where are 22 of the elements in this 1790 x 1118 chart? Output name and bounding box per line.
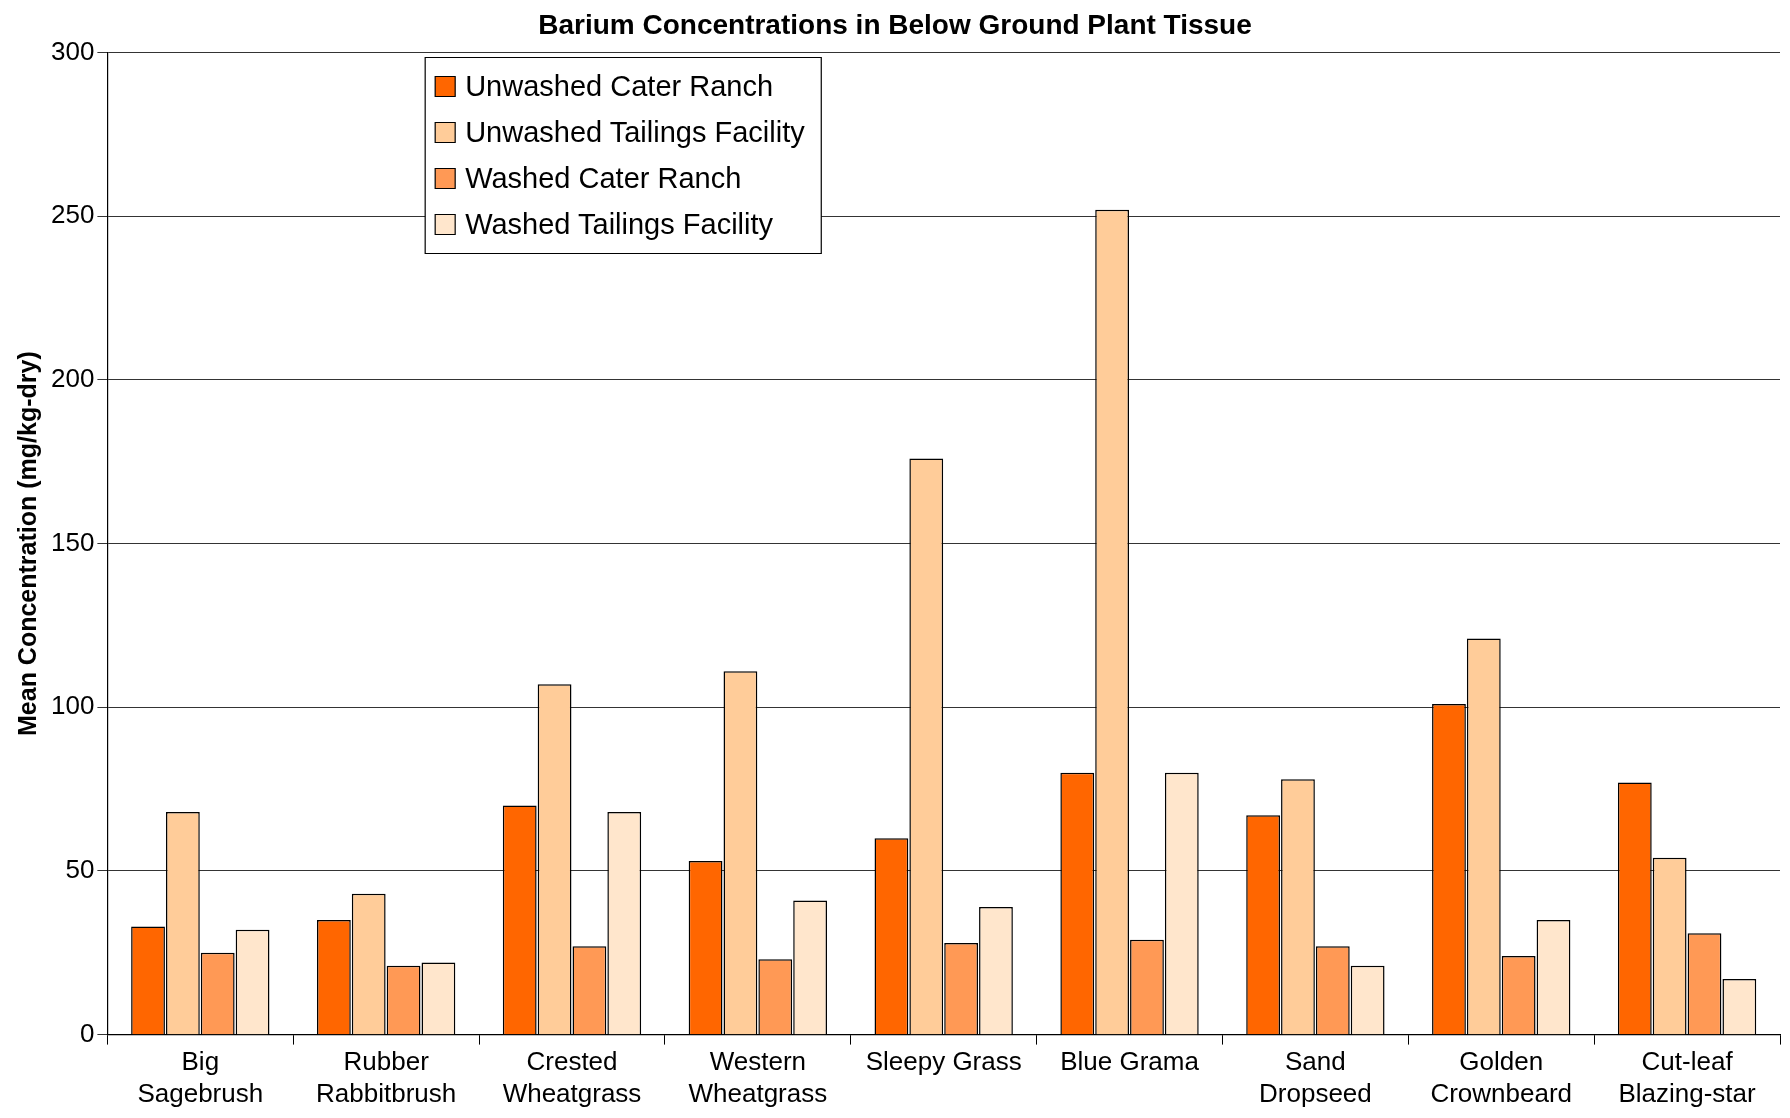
y-tick-label: 250 (50, 199, 95, 230)
x-tick-label: Crested Wheatgrass (502, 1046, 642, 1108)
legend-label: Unwashed Cater Ranch (465, 69, 774, 102)
y-tick-label: 0 (79, 1017, 95, 1048)
x-tick-label: Sleepy Grass (865, 1046, 1022, 1077)
y-tick-label: 150 (50, 526, 95, 557)
chart-title: Barium Concentrations in Below Ground Plant Tissue (538, 8, 1252, 40)
y-axis-title: Mean Concentration (mg/kg-dry) (12, 351, 41, 736)
x-tick-label: Blue Grama (1060, 1046, 1200, 1077)
legend-label: Washed Cater Ranch (465, 161, 742, 194)
x-tick-label: Western Wheatgrass (688, 1046, 828, 1108)
y-tick-label: 300 (50, 35, 95, 66)
y-tick-label: 200 (50, 363, 95, 394)
x-tick-label: Big Sagebrush (137, 1046, 264, 1108)
x-tick-label: Golden Crownbeard (1430, 1046, 1573, 1108)
y-tick-label: 100 (50, 690, 95, 721)
x-tick-label: Cut-leaf Blazing-star (1618, 1046, 1757, 1108)
y-tick-label: 50 (65, 854, 95, 885)
x-tick-label: Sand Dropseed (1259, 1046, 1372, 1108)
legend-label: Unwashed Tailings Facility (465, 115, 806, 148)
x-tick-label: Rubber Rabbitbrush (316, 1046, 457, 1108)
legend-label: Washed Tailings Facility (465, 207, 774, 240)
